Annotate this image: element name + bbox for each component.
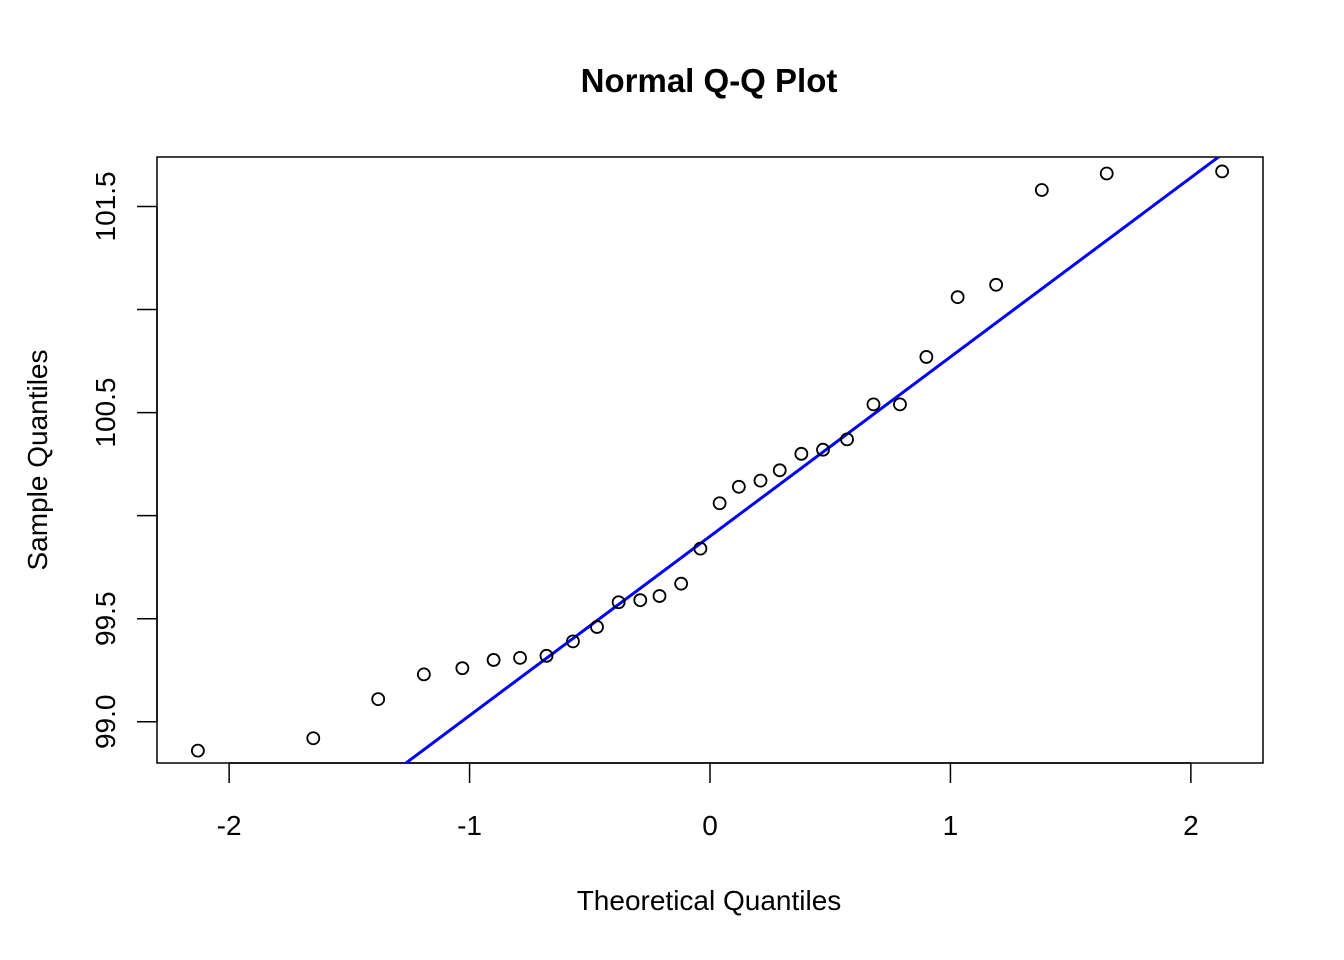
data-point xyxy=(416,667,431,682)
data-point xyxy=(753,473,768,488)
x-axis-label: Theoretical Quantiles xyxy=(577,885,842,916)
y-axis-label: Sample Quantiles xyxy=(22,349,53,570)
data-point xyxy=(866,397,881,412)
data-point xyxy=(611,595,626,610)
data-point xyxy=(486,653,501,667)
reference-line-group xyxy=(403,157,1222,763)
x-tick-label: 1 xyxy=(943,810,959,841)
x-tick-label: -2 xyxy=(217,810,242,841)
data-point xyxy=(633,593,648,608)
qq-reference-line xyxy=(403,157,1222,763)
data-point xyxy=(919,350,934,364)
data-point xyxy=(1034,183,1049,197)
y-tick-label: 99.0 xyxy=(90,695,121,750)
y-tick-label: 99.5 xyxy=(90,591,121,646)
x-tick-label: 0 xyxy=(702,810,718,841)
x-tick-label: -1 xyxy=(457,810,482,841)
data-point xyxy=(590,620,604,634)
data-point xyxy=(674,576,689,591)
data-point xyxy=(772,463,787,478)
data-point xyxy=(539,648,554,663)
data-point xyxy=(306,731,321,746)
y-axis: 99.0 99.5 100.5 101.5 xyxy=(90,171,158,750)
data-point xyxy=(816,442,830,457)
data-point xyxy=(712,496,727,511)
data-point xyxy=(731,479,746,494)
data-point xyxy=(652,589,667,603)
data-point xyxy=(1099,166,1114,181)
data-points-group xyxy=(190,164,1230,758)
data-point xyxy=(190,743,205,758)
x-tick-label: 2 xyxy=(1183,810,1199,841)
data-point xyxy=(893,397,907,412)
data-point xyxy=(794,446,809,461)
data-point xyxy=(455,661,470,676)
data-point xyxy=(566,634,580,649)
data-point xyxy=(989,277,1004,292)
data-point xyxy=(693,541,708,556)
chart-title: Normal Q-Q Plot xyxy=(581,62,838,99)
data-point xyxy=(513,650,527,665)
x-axis: -2 -1 0 1 2 xyxy=(217,762,1199,841)
data-point xyxy=(371,692,386,707)
y-tick-label: 101.5 xyxy=(90,171,121,241)
data-point xyxy=(1215,164,1230,179)
y-tick-label: 100.5 xyxy=(90,378,121,448)
data-point xyxy=(950,290,965,305)
data-point xyxy=(840,432,854,447)
